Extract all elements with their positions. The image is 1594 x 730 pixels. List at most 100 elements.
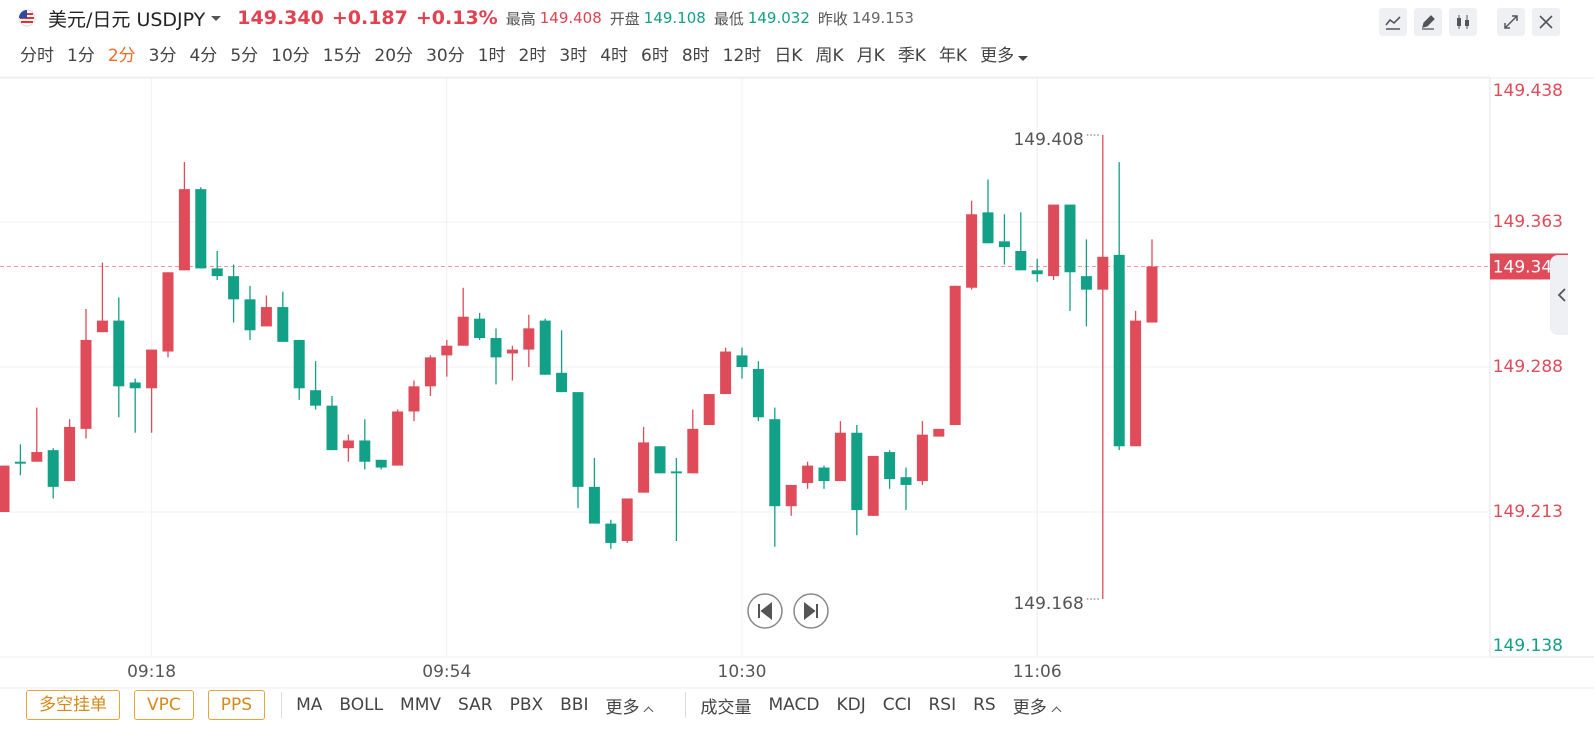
period-tab[interactable]: 12时: [722, 46, 762, 66]
period-tab[interactable]: 15分: [322, 46, 362, 66]
period-tab[interactable]: 2时: [518, 46, 547, 66]
order-button[interactable]: PPS: [207, 690, 266, 720]
period-tab[interactable]: 1分: [67, 46, 95, 66]
indicator-button[interactable]: SAR: [458, 695, 493, 715]
indicator-button[interactable]: MACD: [768, 695, 820, 715]
candle-body: [966, 214, 978, 288]
candle-body: [424, 357, 436, 387]
candle-body: [1080, 276, 1092, 290]
candle-body: [211, 268, 223, 277]
order-button[interactable]: 多空挂单: [26, 690, 120, 720]
candle-body: [703, 394, 715, 425]
period-tab[interactable]: 4分: [189, 46, 218, 66]
period-tab[interactable]: 6时: [641, 46, 669, 66]
candle-body: [818, 467, 830, 482]
candle-body: [720, 351, 732, 395]
last-price-label: 149.340: [1493, 257, 1563, 277]
open-label: 开盘: [609, 9, 640, 28]
candle-body: [80, 339, 92, 429]
indicator-button[interactable]: RSI: [928, 695, 957, 715]
draw-button[interactable]: [1414, 8, 1442, 36]
candle-body: [490, 338, 502, 358]
separator: [281, 692, 283, 718]
indicator-button[interactable]: MA: [296, 695, 323, 715]
period-tab[interactable]: 4时: [600, 46, 629, 66]
indicator-button[interactable]: 更多: [605, 693, 654, 718]
candle-body: [736, 355, 748, 367]
candle-body: [867, 455, 879, 516]
period-tab[interactable]: 10分: [271, 46, 310, 66]
footer: 多空挂单 VPC PPS MA BOLL MMV SAR PBX BBI 更多 成交量 MACD KDJ…: [12, 690, 1077, 720]
period-tab[interactable]: 年K: [938, 46, 968, 66]
period-tab[interactable]: 分时: [20, 46, 54, 66]
indicator-button[interactable]: KDJ: [836, 695, 866, 715]
candle-body: [1130, 320, 1142, 447]
period-tab[interactable]: 更多: [980, 41, 1029, 66]
indicator-button[interactable]: RS: [973, 695, 996, 715]
low-label: 最低: [713, 9, 744, 28]
close-button[interactable]: [1532, 8, 1560, 36]
candle-body: [47, 450, 59, 487]
candle-body: [474, 318, 486, 338]
period-tab[interactable]: 月K: [856, 46, 885, 66]
candle-body: [1097, 256, 1109, 290]
prev-value: 149.153: [851, 9, 914, 27]
candle-body: [96, 320, 108, 333]
candle-body: [162, 272, 174, 352]
period-tab[interactable]: 1时: [477, 46, 506, 66]
period-tab[interactable]: 3分: [148, 46, 177, 66]
pair-caret[interactable]: [211, 15, 222, 21]
period-tab[interactable]: 5分: [230, 46, 259, 66]
candle-body: [638, 442, 650, 493]
candle-body: [539, 320, 551, 375]
indicator-button[interactable]: 更多: [1013, 693, 1062, 718]
candle-body: [244, 299, 256, 331]
more-caret[interactable]: [1018, 56, 1029, 61]
chart-type-button[interactable]: [1449, 8, 1477, 36]
period-tab[interactable]: 20分: [374, 46, 414, 66]
candle-body: [129, 382, 141, 389]
period-tab[interactable]: 周K: [815, 46, 844, 66]
x-tick-label: 09:54: [422, 662, 471, 682]
collapse-tab[interactable]: [1550, 255, 1568, 335]
order-button[interactable]: VPC: [134, 690, 194, 720]
period-tab[interactable]: 8时: [681, 46, 710, 66]
period-tab[interactable]: 30分: [426, 46, 465, 66]
separator: [685, 692, 687, 718]
candle-body: [670, 471, 682, 474]
prev-button[interactable]: [747, 593, 783, 629]
candle-body: [1146, 266, 1158, 323]
candle-body: [982, 212, 994, 244]
period-tab[interactable]: 季K: [897, 46, 926, 66]
flag-icon: [18, 9, 36, 27]
period-tabs: 分时 1分 2分 3分 4分 5分 10分 15分 20分 30分 1时 2时 3时 4时 6时 8时 12时日…: [20, 41, 1029, 66]
change-pct: +0.13%: [415, 7, 498, 29]
period-tab[interactable]: 3时: [559, 46, 588, 66]
candle-body: [1113, 254, 1125, 447]
pair-name[interactable]: 美元/日元 USDJPY: [48, 8, 206, 31]
candle-body: [146, 349, 158, 389]
period-tab[interactable]: 日K: [774, 46, 803, 66]
fullscreen-button[interactable]: [1497, 8, 1525, 36]
indicator-button[interactable]: BOLL: [339, 695, 384, 715]
indicator-button[interactable]: [1379, 8, 1407, 36]
indicator-button[interactable]: CCI: [882, 695, 912, 715]
header: 美元/日元 USDJPY 149.340 +0.187 +0.13% 最高 149…: [18, 4, 914, 32]
open-value: 149.108: [643, 9, 706, 27]
period-tab[interactable]: 2分: [107, 46, 136, 66]
next-button[interactable]: [793, 593, 829, 629]
indicator-button[interactable]: MMV: [400, 695, 442, 715]
x-tick-label: 10:30: [718, 662, 767, 682]
extreme-label: 149.408: [1013, 130, 1083, 150]
candle-body: [64, 426, 76, 482]
candle-body: [654, 446, 666, 474]
extreme-label: 149.168: [1013, 594, 1083, 614]
candle-body: [342, 440, 354, 449]
last-price: 149.340: [237, 7, 324, 29]
indicator-button[interactable]: BBI: [560, 695, 589, 715]
indicator-button[interactable]: PBX: [509, 695, 544, 715]
indicator-button[interactable]: 成交量: [700, 697, 752, 718]
candle-body: [228, 276, 240, 300]
candle-body: [802, 465, 814, 483]
high-label: 最高: [505, 9, 536, 28]
